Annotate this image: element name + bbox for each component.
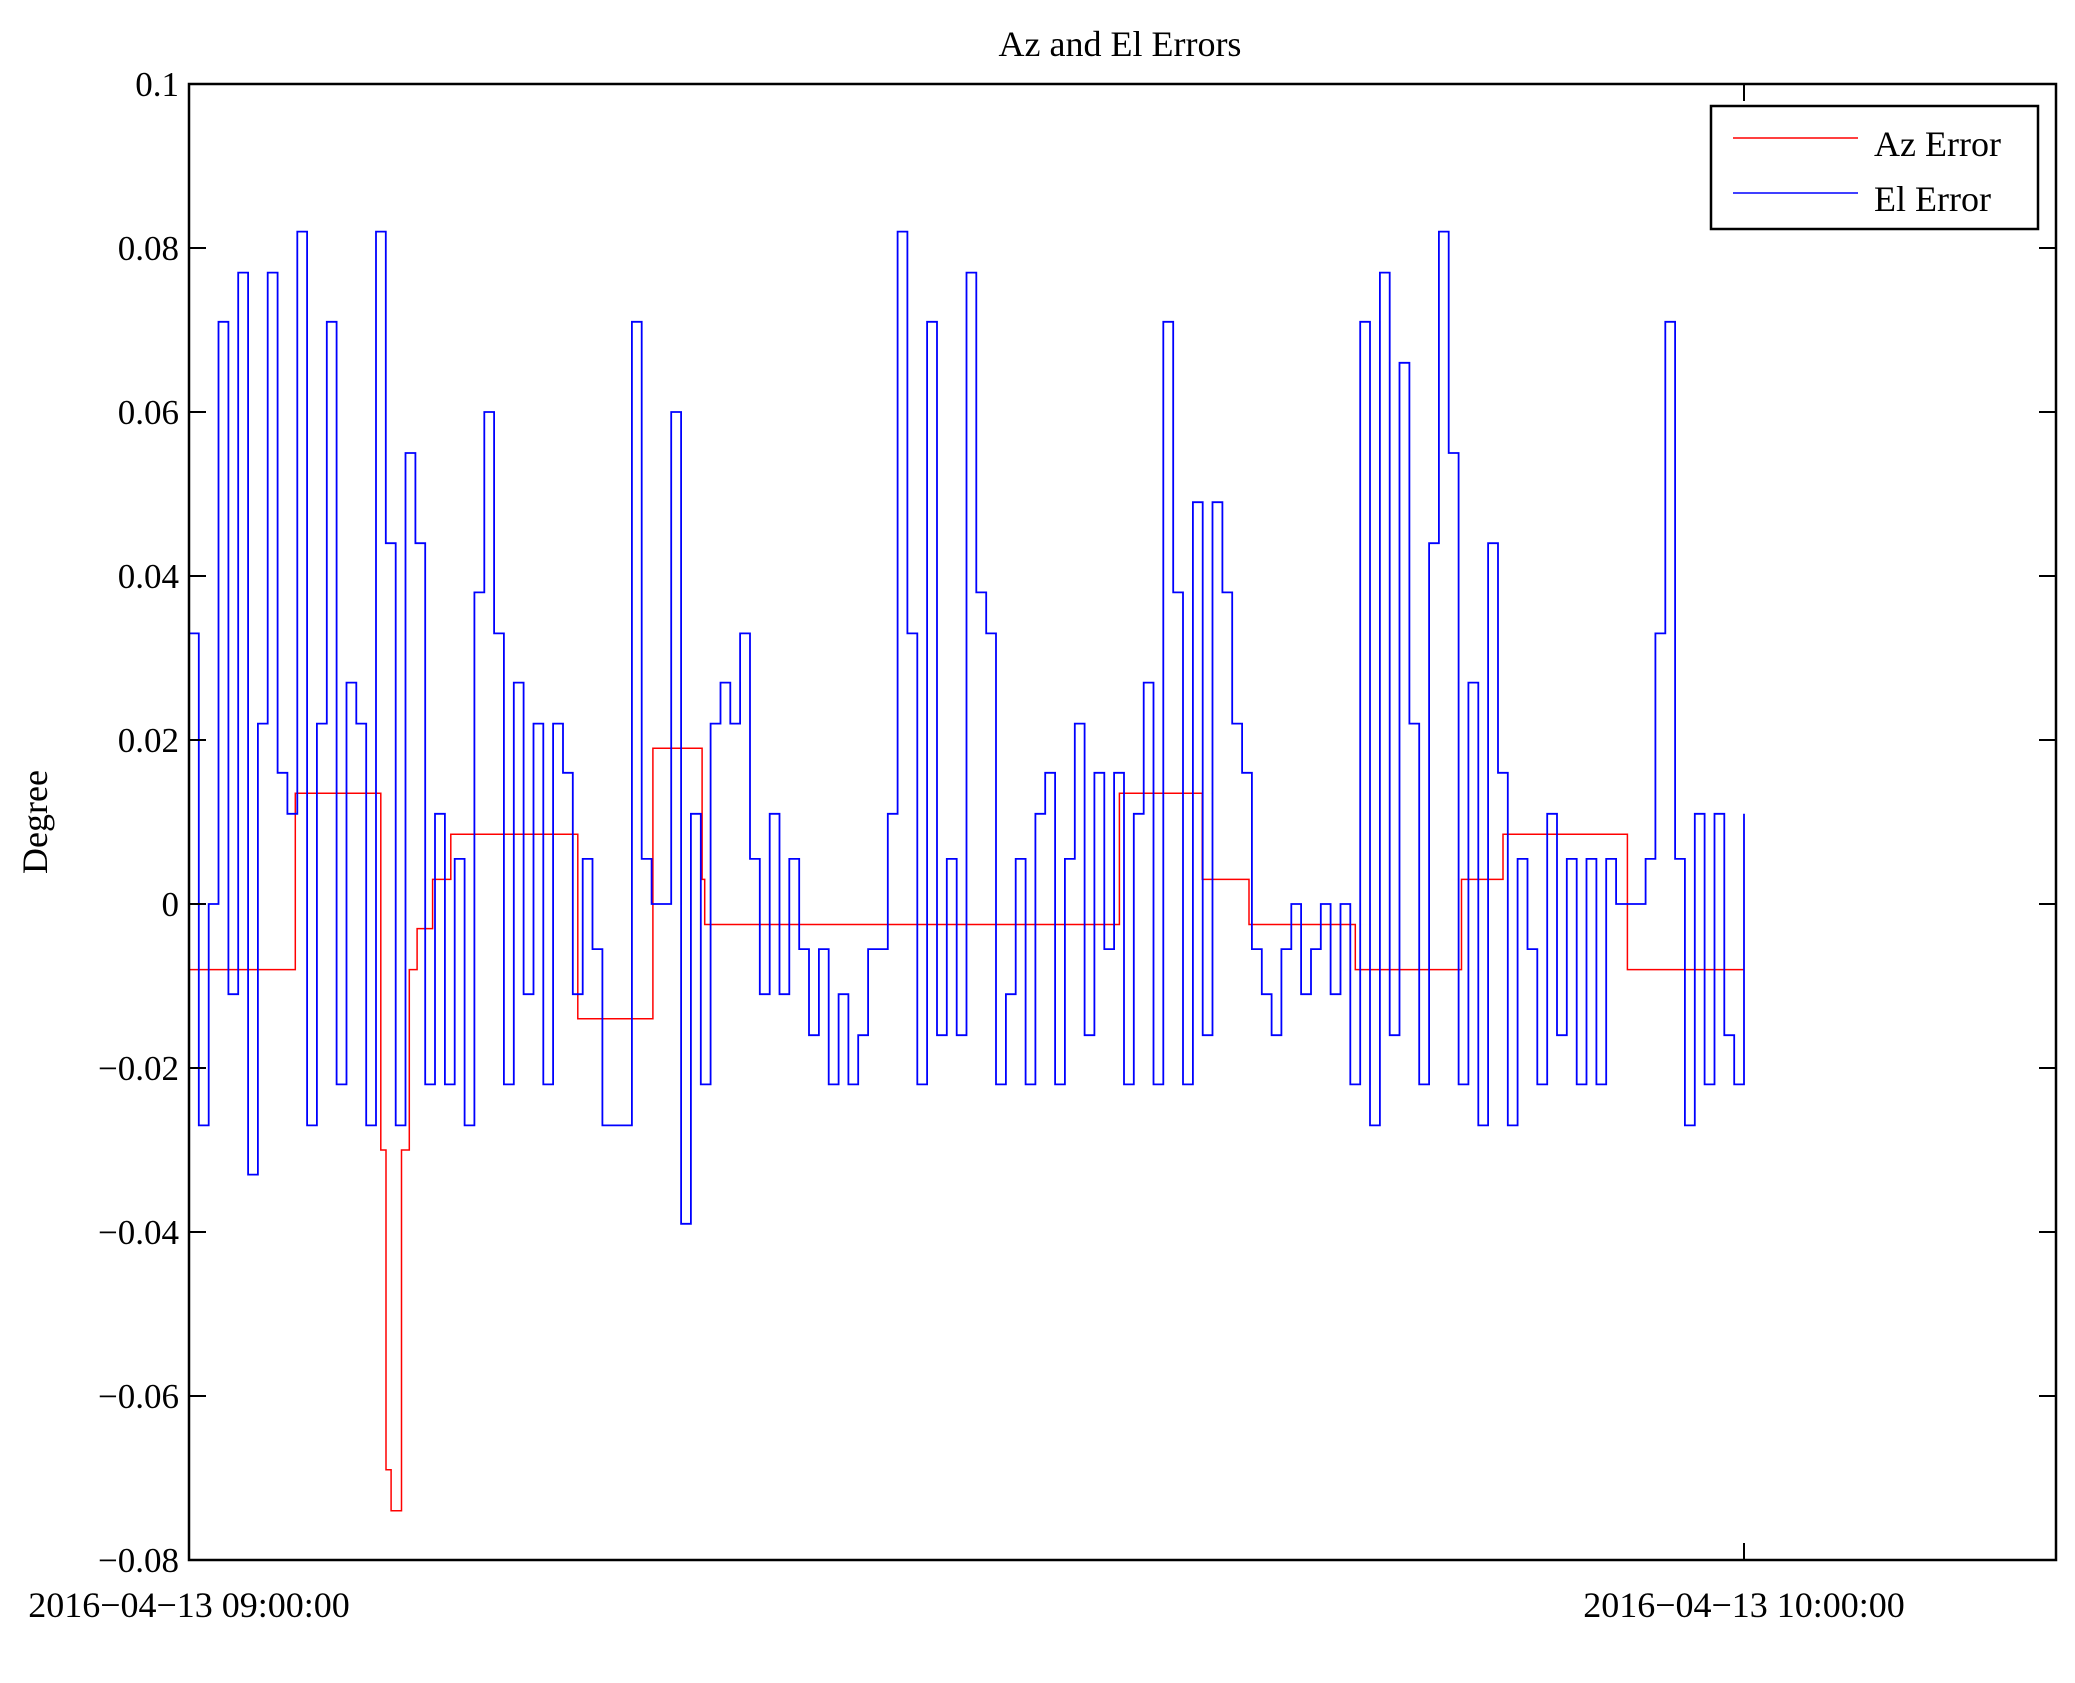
y-axis-label: Degree [15, 770, 55, 874]
y-tick-label: −0.04 [98, 1213, 179, 1252]
y-tick-label: 0 [162, 885, 180, 924]
legend-label-el: El Error [1874, 179, 1991, 219]
x-tick-label: 2016−04−13 09:00:00 [28, 1585, 350, 1625]
axes-layer: 0.1 0.08 0.06 0.04 0.02 0 −0.02 −0.04 −0.06 −0.08… [28, 65, 2058, 1625]
y-tick-label: 0.04 [118, 557, 179, 596]
y-tick-label: 0.08 [118, 229, 179, 268]
series-line-az-error [189, 747, 1744, 1512]
legend: Az Error El Error [1709, 104, 2040, 231]
series-line-el-error [189, 230, 1745, 1225]
y-tick-label: 0.06 [118, 393, 179, 432]
plot-frame [187, 82, 2058, 1562]
legend-box [1709, 104, 2040, 231]
chart-title: Az and El Errors [999, 24, 1242, 64]
y-tick-label: −0.06 [98, 1377, 179, 1416]
y-tick-label: 0.02 [118, 721, 179, 760]
y-tick-label: −0.08 [98, 1541, 179, 1580]
y-tick-label: 0.1 [135, 65, 179, 104]
legend-label-az: Az Error [1874, 124, 2001, 164]
y-tick-label: −0.02 [98, 1049, 179, 1088]
x-tick-label: 2016−04−13 10:00:00 [1583, 1585, 1905, 1625]
series-layer [189, 230, 1745, 1512]
